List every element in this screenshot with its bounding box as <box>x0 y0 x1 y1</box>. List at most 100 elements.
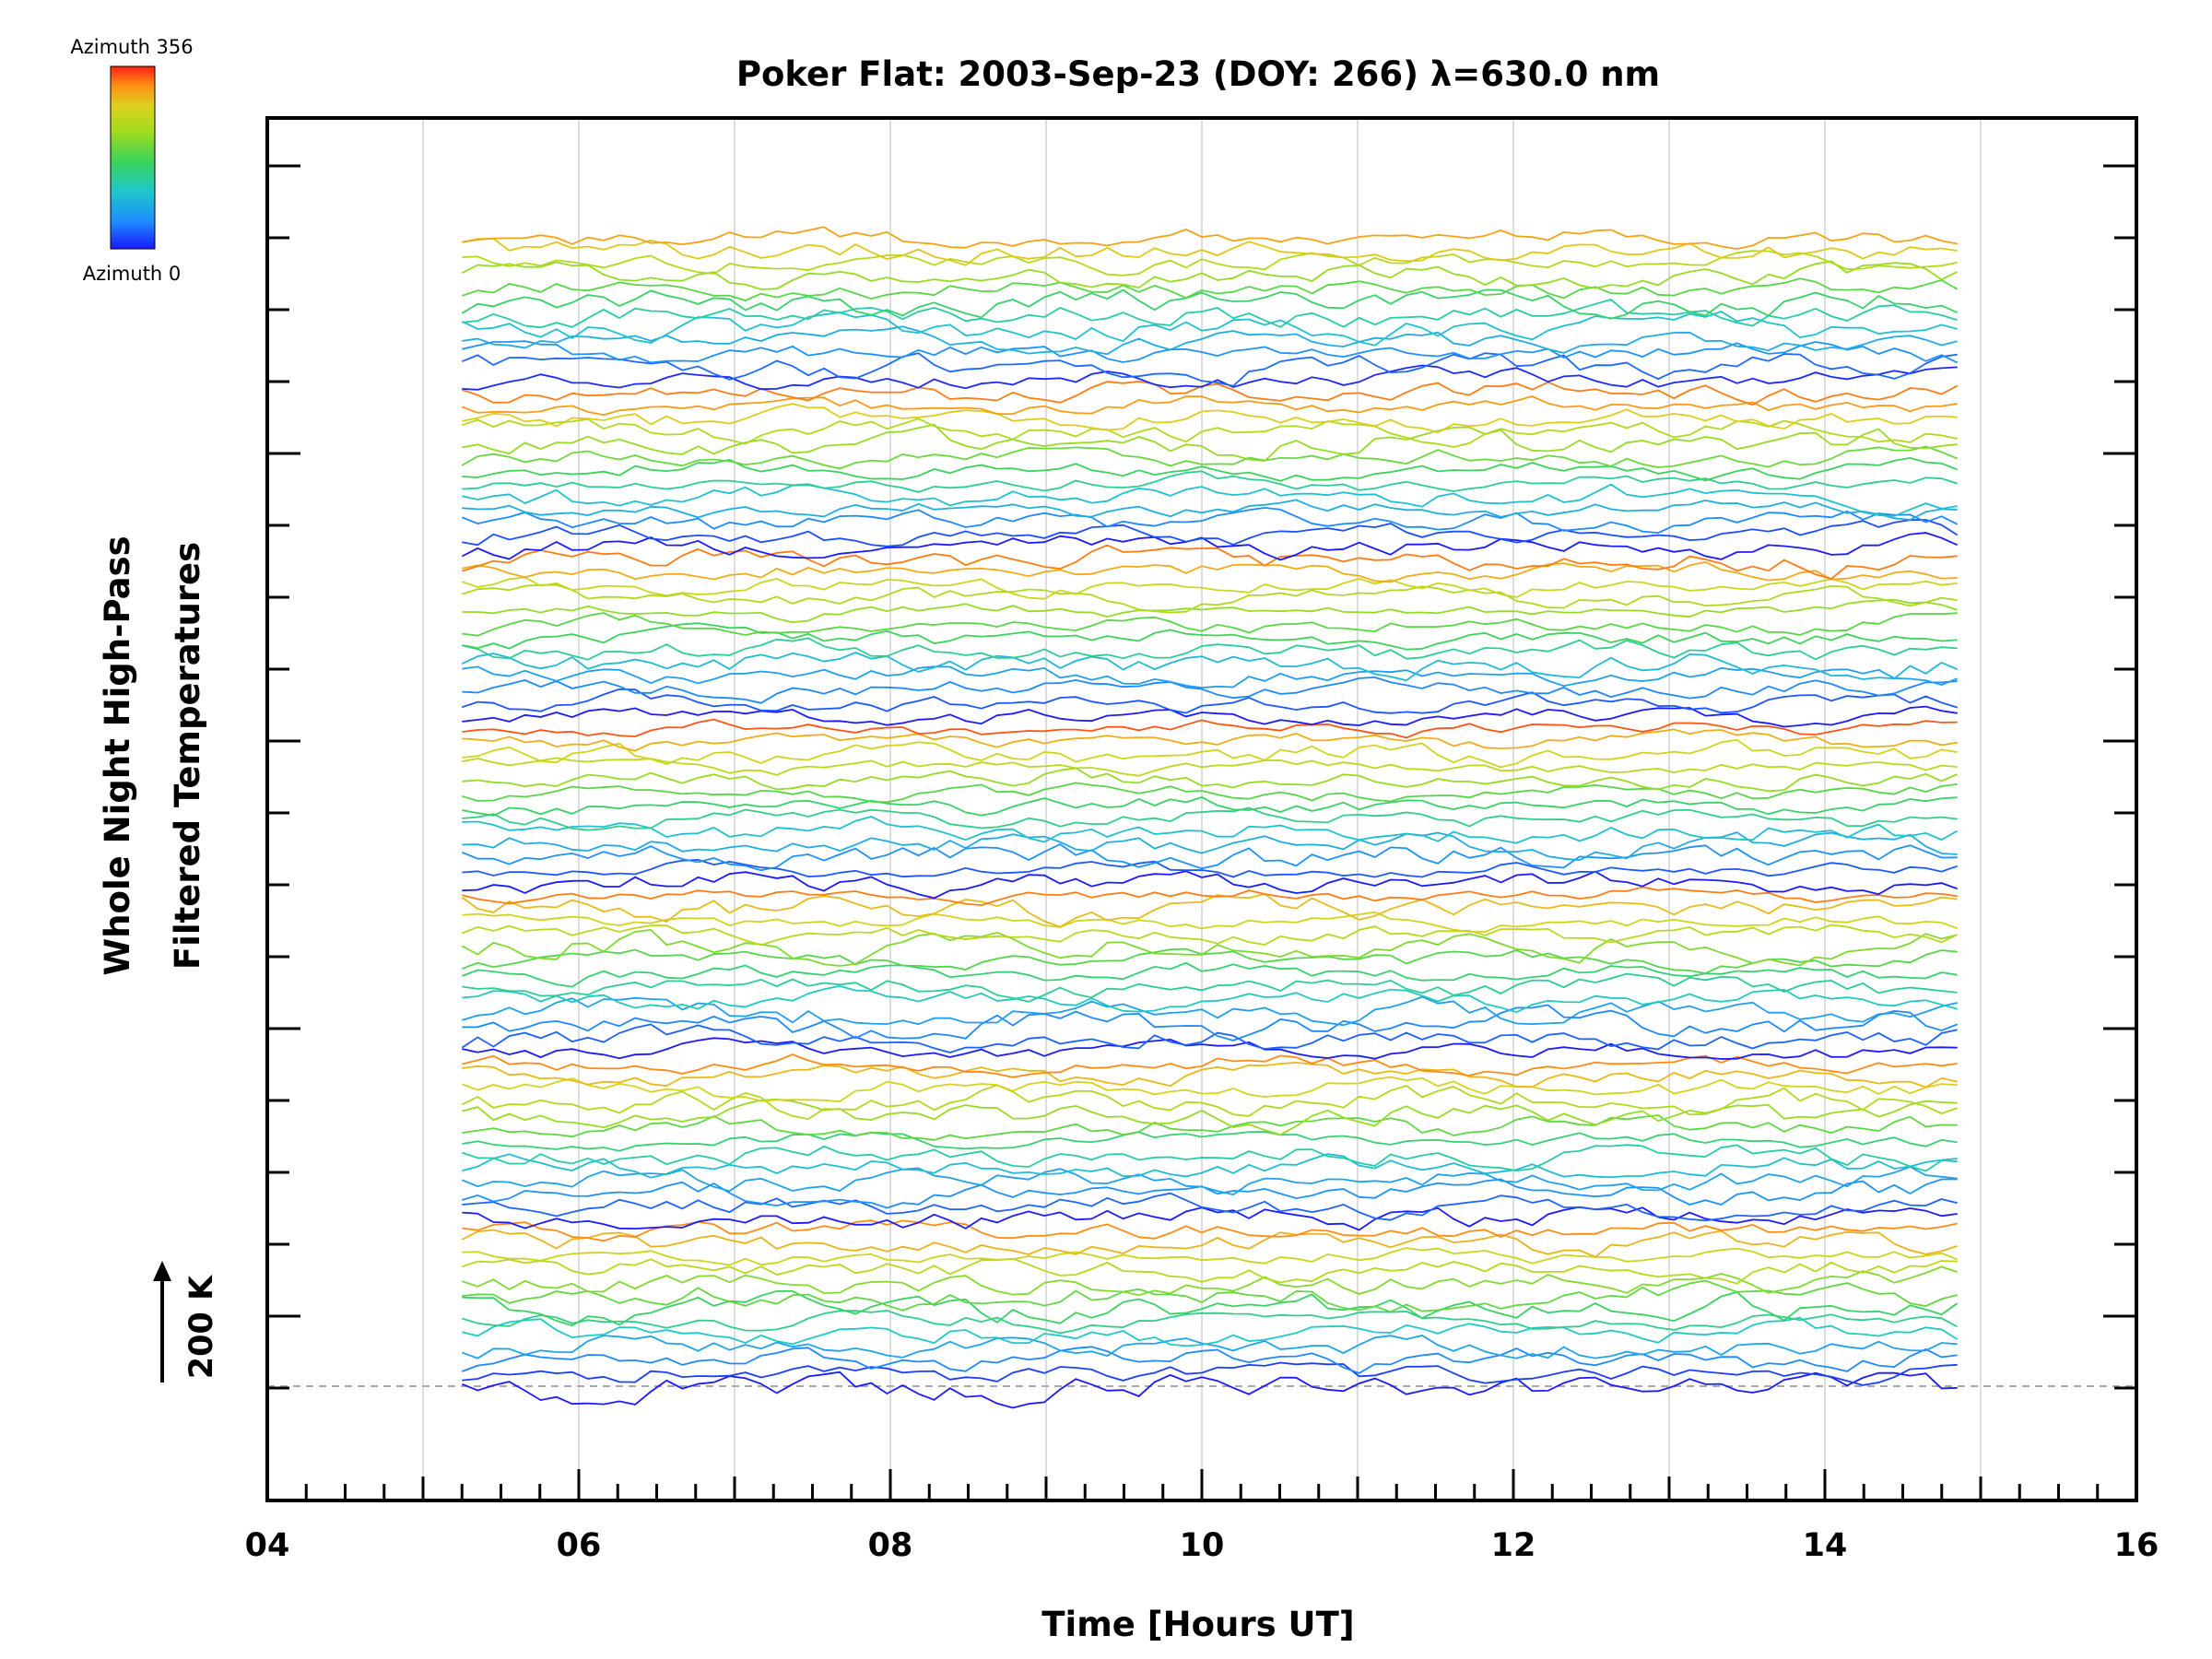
series-line <box>462 665 1959 689</box>
series-line <box>462 995 1958 1027</box>
series-line <box>462 1206 1958 1231</box>
series-line <box>462 796 1958 817</box>
axis-ticks <box>265 164 2138 1500</box>
series-line <box>462 403 1958 434</box>
series-line <box>461 1335 1958 1359</box>
series-line <box>462 767 1959 793</box>
series-line <box>462 1247 1959 1266</box>
series-line <box>462 1037 1958 1060</box>
colorbar <box>110 65 156 250</box>
series-line <box>461 445 1959 470</box>
series-line <box>461 928 1958 967</box>
series-line <box>462 622 1958 651</box>
colorbar-min-label: Azimuth 0 <box>83 263 182 285</box>
series-line <box>462 984 1958 1014</box>
series-line <box>461 652 1959 682</box>
series-line <box>461 288 1959 320</box>
series-line <box>462 870 1959 900</box>
series-line <box>461 395 1958 417</box>
series-line <box>462 1131 1958 1152</box>
series-line <box>461 260 1959 290</box>
series-line <box>461 352 1958 387</box>
series-line <box>462 576 1958 600</box>
y-axis-label-line1: Whole Night High-Pass <box>98 535 137 975</box>
series-line <box>462 1053 1958 1078</box>
series-line <box>462 1153 1958 1179</box>
series-line <box>462 1265 1958 1297</box>
scale-bar-arrowhead <box>153 1261 171 1281</box>
x-tick-label: 16 <box>2114 1527 2159 1564</box>
series-line <box>462 583 1958 614</box>
series-line <box>461 842 1958 872</box>
series-line <box>462 1257 1958 1285</box>
series-line <box>462 1316 1959 1347</box>
series-line <box>462 1279 1958 1313</box>
scale-bar-label: 200 K <box>183 1274 220 1379</box>
series-line <box>462 418 1958 448</box>
series-line <box>462 456 1959 482</box>
series-line <box>462 519 1959 547</box>
series-line <box>462 911 1959 934</box>
series-line <box>462 831 1958 862</box>
series-line <box>461 1084 1958 1121</box>
series-line <box>461 961 1958 988</box>
series-line <box>461 506 1959 535</box>
series-line <box>462 364 1958 391</box>
series-line <box>462 277 1959 301</box>
x-axis-label: Time [Hours UT] <box>1041 1605 1354 1644</box>
series-line <box>462 738 1958 769</box>
x-tick-label: 14 <box>1803 1527 1848 1564</box>
series-line <box>461 1346 1958 1374</box>
series-line <box>462 1361 1958 1386</box>
x-tick-label: 06 <box>557 1527 602 1564</box>
series-line <box>462 544 1958 580</box>
series-line <box>461 1076 1958 1103</box>
series-line <box>462 1219 1958 1242</box>
series-line <box>462 972 1958 1003</box>
series-line <box>462 782 1958 804</box>
series-line <box>462 757 1958 777</box>
series-line <box>462 299 1958 329</box>
x-tick-label: 12 <box>1491 1527 1536 1564</box>
x-tick-label: 08 <box>868 1527 913 1564</box>
x-tick-label: 10 <box>1180 1527 1225 1564</box>
series-line <box>461 892 1958 928</box>
series-line <box>462 250 1958 276</box>
series-line <box>462 806 1958 831</box>
series-line <box>462 1309 1959 1335</box>
series-line <box>461 1023 1958 1053</box>
series-line <box>462 688 1958 714</box>
series-line <box>462 676 1958 704</box>
series-line <box>462 226 1958 251</box>
series-line <box>461 947 1958 975</box>
series-line <box>462 1061 1958 1088</box>
series-line <box>462 598 1958 624</box>
series-line <box>461 532 1959 561</box>
y-axis-label-line2: Filtered Temperatures <box>168 542 207 970</box>
series-line <box>462 705 1958 728</box>
chart-title: Poker Flat: 2003-Sep-23 (DOY: 266) λ=630… <box>736 54 1660 94</box>
series-line <box>462 325 1958 356</box>
series-line <box>462 728 1958 752</box>
grid-lines <box>422 118 1982 1500</box>
series-line <box>462 612 1958 637</box>
series-line <box>462 1290 1959 1327</box>
series-line <box>462 499 1958 521</box>
series-line <box>462 340 1959 364</box>
series-group <box>461 226 1959 1409</box>
series-line <box>462 718 1958 739</box>
series-line <box>461 1371 1958 1409</box>
series-line <box>462 886 1958 907</box>
series-line <box>461 1166 1958 1196</box>
series-line <box>462 1178 1958 1209</box>
series-line <box>462 237 1958 266</box>
series-line <box>462 1004 1959 1041</box>
series-line <box>461 1229 1958 1258</box>
series-line <box>462 1144 1958 1172</box>
series-line <box>461 924 1959 947</box>
series-line <box>462 637 1958 661</box>
x-tick-label: 04 <box>245 1527 290 1564</box>
series-line <box>461 311 1958 347</box>
